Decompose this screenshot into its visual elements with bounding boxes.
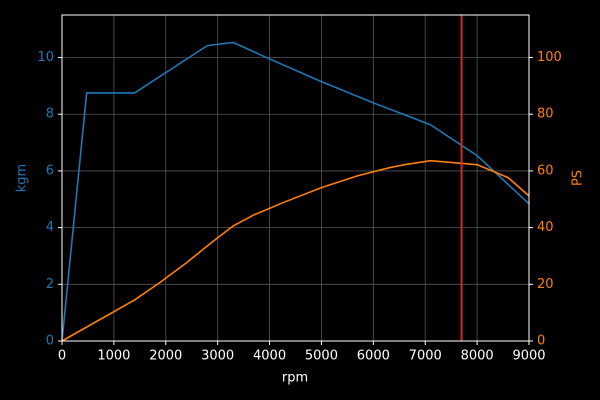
data-line [61,41,530,342]
y2-axis-label: PS [571,170,586,186]
x-tick-label: 4000 [253,349,286,364]
x-tick-label: 2000 [149,349,182,364]
y-tick-label: 0 [46,334,54,349]
y-axis-label: kgm [15,164,30,192]
y-tick-label: 10 [37,50,54,65]
x-tick-label: 3000 [201,349,234,364]
x-tick-label: 8000 [461,349,494,364]
plot-frame [61,14,530,342]
y2-tick-label: 60 [537,163,554,178]
y-tick-label: 4 [46,220,54,235]
y2-tick-label: 80 [537,107,554,122]
y-tick-label: 8 [46,107,54,122]
y2-tick-label: 40 [537,220,554,235]
data-line [61,159,530,342]
x-tick-label: 0 [58,349,66,364]
y2-tick-label: 0 [537,334,545,349]
x-tick-label: 7000 [409,349,442,364]
x-tick-label: 1000 [97,349,130,364]
x-tick-label: 6000 [357,349,390,364]
x-tick-label: 5000 [305,349,338,364]
y-tick-label: 2 [46,277,54,292]
y2-tick-label: 100 [537,50,562,65]
y2-tick-label: 20 [537,277,554,292]
x-axis-label: rpm [282,371,308,386]
y-tick-label: 6 [46,163,54,178]
x-tick-label: 9000 [512,349,545,364]
